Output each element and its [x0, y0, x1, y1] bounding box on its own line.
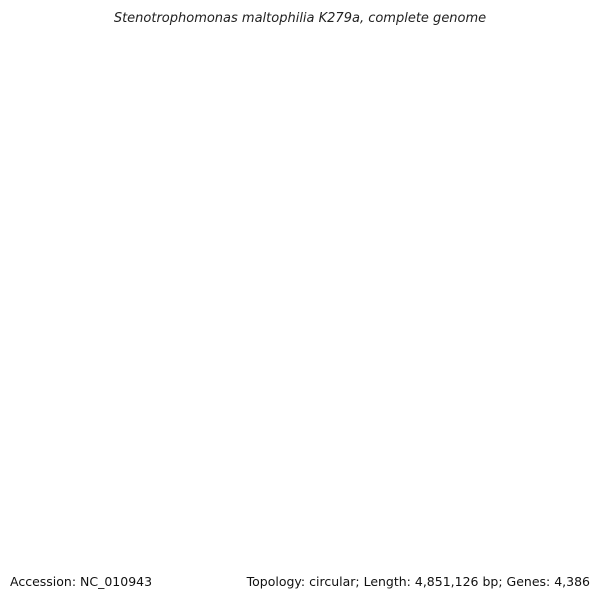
map-title: Stenotrophomonas maltophilia K279a, comp… — [114, 11, 486, 26]
accession-text: Accession: NC_010943 — [10, 574, 152, 589]
genome-summary-text: Topology: circular; Length: 4,851,126 bp… — [246, 574, 590, 589]
